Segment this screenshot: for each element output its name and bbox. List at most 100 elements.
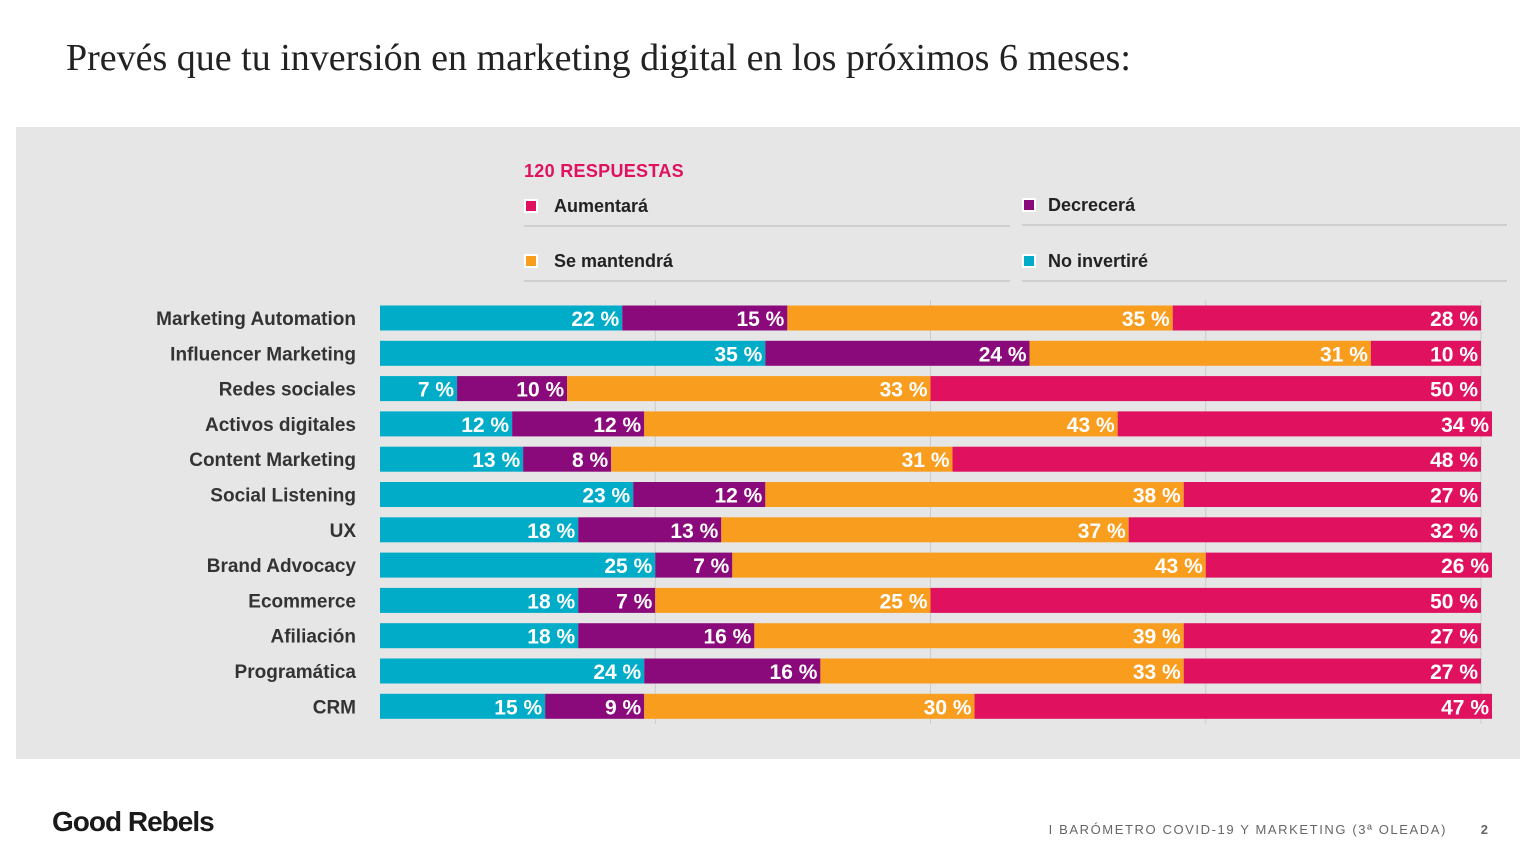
data-label: 37 % xyxy=(1078,520,1126,543)
category-label: CRM xyxy=(313,697,356,718)
bar-segment xyxy=(974,693,1493,719)
bar-segment xyxy=(523,446,612,472)
data-label: 10 % xyxy=(1430,343,1478,366)
bar-segment xyxy=(380,482,634,507)
data-label: 18 % xyxy=(527,520,575,543)
legend-item-no-invertire: No invertiré xyxy=(1022,242,1507,282)
data-label: 25 % xyxy=(604,555,652,578)
bar-segment xyxy=(380,305,623,331)
category-label: Marketing Automation xyxy=(156,309,356,330)
bar-segment xyxy=(380,587,579,613)
data-label: 18 % xyxy=(527,626,575,649)
bar-segment xyxy=(1172,305,1481,331)
bar-segment xyxy=(765,340,1030,366)
data-label: 24 % xyxy=(979,343,1027,366)
bar-segment xyxy=(820,658,1184,684)
data-label: 13 % xyxy=(472,449,520,472)
bar-segment xyxy=(1370,340,1481,366)
legend-label: No invertiré xyxy=(1048,250,1149,271)
category-label: Influencer Marketing xyxy=(170,344,356,365)
category-label: Ecommerce xyxy=(248,591,356,612)
data-label: 8 % xyxy=(572,449,609,472)
data-label: 47 % xyxy=(1441,696,1489,719)
data-label: 16 % xyxy=(703,626,751,649)
category-label: Activos digitales xyxy=(205,415,356,436)
data-label: 23 % xyxy=(582,485,630,508)
bar-segment xyxy=(732,552,1206,578)
data-label: 25 % xyxy=(880,590,928,613)
bar-segment xyxy=(1183,658,1481,684)
data-label: 32 % xyxy=(1430,520,1478,543)
bar-segment xyxy=(952,446,1481,472)
category-label: Redes sociales xyxy=(219,380,356,401)
data-label: 48 % xyxy=(1430,449,1478,472)
bar-segment xyxy=(380,411,513,437)
legend-item-aumentara: Aumentará xyxy=(524,187,1010,227)
bar-segment xyxy=(545,693,645,719)
data-label: 18 % xyxy=(527,590,575,613)
bar-segment xyxy=(1029,340,1371,366)
data-label: 43 % xyxy=(1155,555,1203,578)
bar-segment xyxy=(1183,623,1481,649)
legend-swatch-decrecera xyxy=(1022,198,1036,212)
bar-segment xyxy=(380,623,579,649)
bar-segment xyxy=(611,446,953,472)
data-label: 27 % xyxy=(1430,661,1478,684)
data-label: 16 % xyxy=(770,661,818,684)
data-label: 9 % xyxy=(605,696,642,719)
data-label: 13 % xyxy=(670,520,718,543)
legend-swatch-no-invertire xyxy=(1022,254,1036,268)
category-label: Programática xyxy=(235,662,357,683)
data-label: 39 % xyxy=(1133,626,1181,649)
bar-segment xyxy=(1205,552,1493,578)
bar-segment xyxy=(578,587,656,613)
page-title: Prevés que tu inversión en marketing dig… xyxy=(66,37,1131,79)
page-number: 2 xyxy=(1480,822,1488,837)
bar-segment xyxy=(567,376,931,402)
bar-segment xyxy=(578,517,722,543)
legend-label: Decrecerá xyxy=(1048,194,1136,215)
footer-report-title: I BARÓMETRO COVID-19 Y MARKETING (3ª OLE… xyxy=(1048,822,1447,837)
bar-segment xyxy=(380,376,458,402)
bar-segment xyxy=(380,658,645,684)
bar-segment xyxy=(765,482,1184,507)
good-rebels-logo: Good Rebels xyxy=(52,806,215,837)
bar-segment xyxy=(930,376,1481,402)
responses-count: 120 RESPUESTAS xyxy=(524,161,684,181)
data-label: 34 % xyxy=(1441,414,1489,437)
data-label: 12 % xyxy=(593,414,641,437)
legend-item-decrecera: Decrecerá xyxy=(1022,186,1507,226)
data-label: 50 % xyxy=(1430,379,1478,402)
data-label: 26 % xyxy=(1441,555,1489,578)
bar-segment xyxy=(644,411,1118,437)
data-label: 50 % xyxy=(1430,590,1478,613)
bar-segment xyxy=(457,376,568,402)
data-label: 31 % xyxy=(902,449,950,472)
bar-segment xyxy=(380,693,546,719)
data-label: 24 % xyxy=(593,661,641,684)
data-label: 43 % xyxy=(1067,414,1115,437)
bar-segment xyxy=(380,517,579,543)
legend-swatch-se-mantendra xyxy=(524,254,538,268)
bar-segment xyxy=(380,446,524,472)
bar-segment xyxy=(380,340,766,366)
data-label: 7 % xyxy=(693,555,730,578)
data-label: 10 % xyxy=(516,379,564,402)
category-label: Social Listening xyxy=(210,486,356,507)
bar-segment xyxy=(644,693,975,719)
data-label: 12 % xyxy=(461,414,509,437)
data-label: 27 % xyxy=(1430,626,1478,649)
bar-segment xyxy=(633,482,766,507)
bar-segment xyxy=(930,587,1481,613)
data-label: 30 % xyxy=(924,696,972,719)
data-label: 15 % xyxy=(494,696,542,719)
data-label: 28 % xyxy=(1430,308,1478,331)
data-label: 38 % xyxy=(1133,485,1181,508)
data-label: 33 % xyxy=(1133,661,1181,684)
bar-segment xyxy=(1128,517,1481,543)
data-label: 22 % xyxy=(571,308,619,331)
data-label: 31 % xyxy=(1320,343,1368,366)
legend-swatch-aumentara xyxy=(524,199,538,213)
bar-segment xyxy=(644,658,821,684)
data-label: 7 % xyxy=(616,590,653,613)
